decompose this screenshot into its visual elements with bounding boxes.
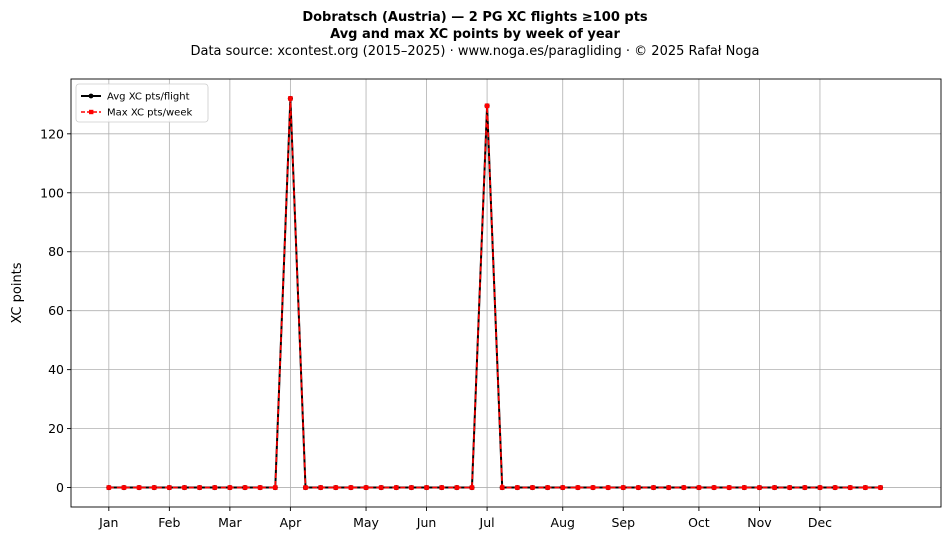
data-point — [575, 485, 581, 490]
y-tick-label: 0 — [56, 480, 64, 495]
series-max — [106, 96, 883, 490]
y-tick-label: 120 — [40, 126, 64, 141]
data-point — [469, 485, 475, 490]
data-point — [636, 485, 641, 490]
data-point — [257, 485, 263, 490]
y-tick-label: 100 — [40, 185, 64, 200]
data-point — [424, 485, 429, 490]
data-point — [121, 485, 127, 490]
data-point — [484, 103, 490, 109]
x-tick-label: Feb — [158, 515, 180, 530]
y-tick-label: 40 — [48, 362, 64, 377]
data-point — [348, 485, 354, 490]
data-point — [106, 485, 112, 490]
x-tick-label: Apr — [280, 515, 302, 530]
data-point — [696, 485, 702, 490]
x-tick-label: Jul — [479, 515, 495, 530]
data-point — [863, 485, 868, 490]
y-tick-label: 20 — [48, 421, 64, 436]
data-point — [832, 485, 838, 490]
data-point — [651, 485, 656, 490]
data-point — [772, 485, 777, 490]
data-point — [197, 485, 202, 490]
data-point — [802, 485, 808, 490]
data-point — [787, 485, 792, 490]
data-point — [242, 485, 248, 490]
data-point — [333, 485, 339, 490]
data-point — [151, 485, 157, 490]
x-tick-label: Oct — [688, 515, 710, 530]
x-tick-label: Dec — [808, 515, 832, 530]
x-tick-label: Sep — [611, 515, 635, 530]
data-point — [530, 485, 535, 490]
data-point — [757, 485, 762, 490]
data-point — [847, 485, 853, 490]
chart-subtitle: Avg and max XC points by week of year — [330, 27, 620, 42]
data-point — [318, 485, 323, 490]
data-point — [378, 485, 384, 490]
chart-source-note: Data source: xcontest.org (2015–2025) · … — [190, 44, 760, 59]
x-tick-label: Jun — [416, 515, 437, 530]
data-point — [817, 485, 823, 490]
data-point — [545, 485, 550, 490]
data-point — [212, 485, 218, 490]
data-point — [681, 485, 687, 490]
data-point — [288, 96, 293, 101]
data-point — [742, 485, 747, 490]
legend-box — [75, 83, 209, 123]
y-axis-label: XC points — [10, 262, 25, 323]
series-line — [108, 98, 881, 489]
y-tick-label: 60 — [48, 303, 64, 318]
data-point — [182, 485, 187, 490]
data-point — [666, 485, 671, 490]
data-point — [590, 485, 596, 490]
data-point — [394, 485, 399, 490]
data-point — [454, 485, 460, 490]
grid-lines — [71, 79, 941, 507]
data-point — [439, 485, 444, 490]
data-point — [711, 485, 717, 490]
legend-label: Max XC pts/week — [107, 108, 192, 119]
data-point — [726, 485, 732, 490]
data-point — [499, 485, 505, 490]
legend: Avg XC pts/flight Max XC pts/week — [75, 83, 209, 123]
data-point — [167, 485, 172, 490]
x-tick-label: Mar — [218, 515, 242, 530]
x-tick-label: Aug — [551, 515, 575, 530]
data-point — [878, 485, 883, 490]
y-tick-label: 80 — [48, 244, 64, 259]
data-point — [227, 485, 233, 490]
legend-marker — [89, 109, 94, 115]
data-point — [409, 485, 414, 490]
data-point — [272, 485, 278, 490]
legend-marker — [88, 93, 94, 99]
data-point — [363, 485, 369, 490]
data-point — [620, 485, 626, 490]
legend-label: Avg XC pts/flight — [107, 92, 190, 103]
title-block: Dobratsch (Austria) — 2 PG XC flights ≥1… — [0, 9, 950, 60]
plot-frame — [70, 78, 942, 508]
x-tick-label: May — [353, 515, 379, 530]
x-tick-label: Jan — [98, 515, 118, 530]
data-point — [303, 485, 308, 490]
x-tick-label: Nov — [747, 515, 772, 530]
data-point — [560, 485, 566, 490]
data-point — [605, 485, 611, 490]
data-point — [515, 485, 520, 490]
data-point — [136, 485, 142, 490]
chart-title: Dobratsch (Austria) — 2 PG XC flights ≥1… — [302, 10, 648, 25]
